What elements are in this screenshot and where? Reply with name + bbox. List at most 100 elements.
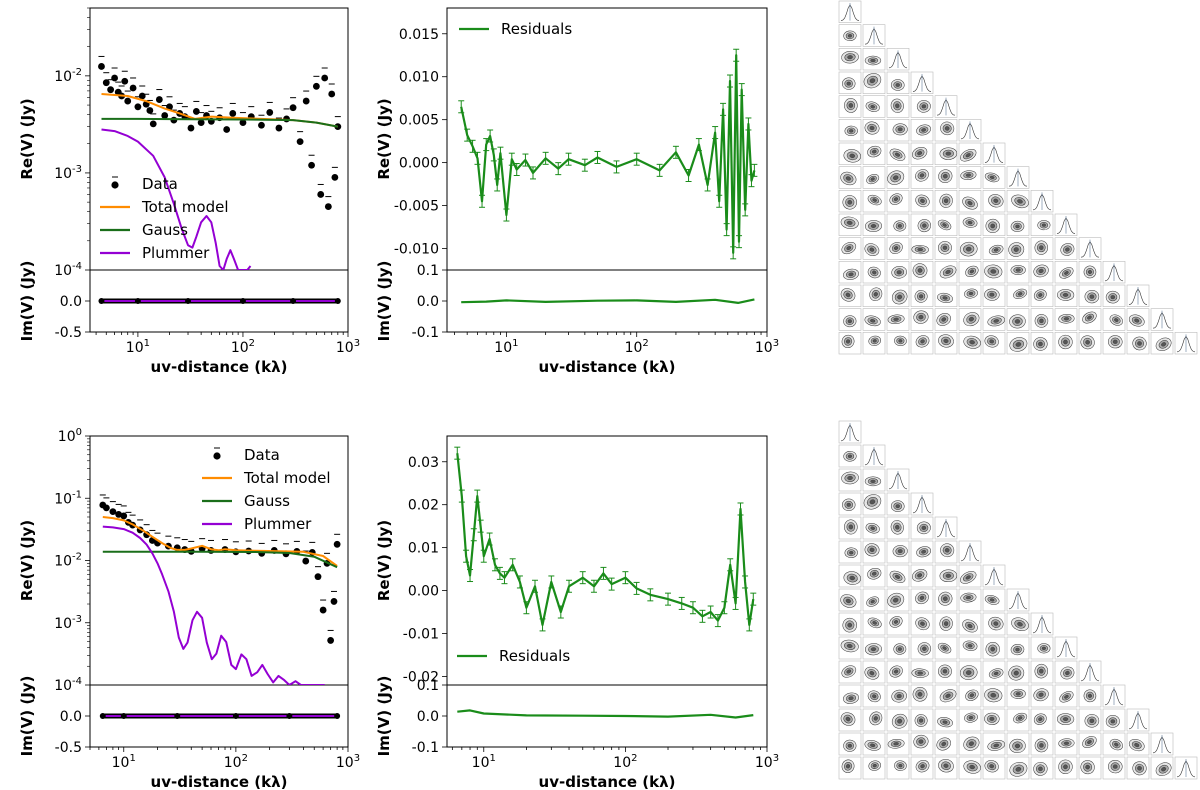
corner-contour	[1065, 247, 1070, 252]
corner-contour	[993, 743, 1000, 748]
data-point	[328, 90, 336, 98]
corner-contour	[1038, 717, 1043, 722]
corner-contour	[1087, 693, 1092, 698]
corner-contour	[993, 198, 999, 203]
corner-contour	[870, 105, 875, 109]
corner-contour	[919, 294, 924, 299]
corner-contour	[941, 741, 947, 747]
corner-contour	[1063, 741, 1069, 745]
legend-label: Plummer	[244, 515, 312, 533]
data-point	[258, 121, 265, 129]
panel-top-middle: 101 102 103 uv-distance (kλ) Re(V) (Jy) Im(V)…	[375, 7, 779, 376]
corner-contour	[967, 644, 973, 648]
corner-contour	[1041, 223, 1046, 227]
legend-label: Data	[244, 446, 280, 464]
y-tick-label: 100	[58, 427, 82, 445]
x-tick-label: 101	[472, 753, 496, 771]
corner-contour	[965, 246, 972, 252]
corner-contour	[847, 743, 852, 748]
data-point	[155, 96, 163, 103]
corner-contour	[943, 596, 948, 601]
y-axis-label-sub: Im(V) (Jy)	[18, 261, 36, 342]
corner-contour	[1017, 622, 1023, 627]
corner-contour	[895, 103, 900, 109]
data-point-imaginary	[98, 298, 105, 304]
x-tick-label: 101	[112, 753, 136, 771]
corner-contour	[943, 763, 949, 768]
corner-contour	[1114, 318, 1119, 322]
corner-contour	[1137, 766, 1142, 771]
legend: Data Total model Gauss Plummer	[202, 446, 331, 533]
corner-contour	[1161, 767, 1167, 772]
legend-label: Residuals	[501, 20, 572, 38]
corner-contour	[893, 317, 899, 321]
corner-contour	[944, 548, 950, 553]
y-tick-label: -0.005	[394, 199, 439, 215]
corner-contour	[945, 269, 951, 274]
legend-label: Gauss	[244, 492, 290, 510]
corner-contour	[943, 338, 949, 344]
corner-contour	[942, 296, 948, 300]
series-residuals-imaginary-	[457, 709, 754, 719]
corner-contour	[870, 743, 876, 748]
corner-contour	[898, 339, 903, 343]
data-point-imaginary	[239, 298, 246, 304]
corner-contour	[945, 693, 951, 698]
x-tick-label: 102	[625, 338, 649, 356]
corner-contour	[969, 269, 974, 274]
data-point-imaginary	[232, 713, 239, 719]
corner-contour	[1038, 692, 1044, 697]
data-point	[146, 107, 154, 114]
y-tick-label-sub: -0.5	[55, 325, 82, 341]
legend-label: Total model	[243, 469, 331, 487]
y-tick-label: 10-3	[54, 164, 82, 182]
corner-contour	[870, 319, 876, 323]
corner-contour	[1063, 764, 1068, 770]
corner-contour	[870, 479, 876, 483]
corner-contour	[1015, 268, 1021, 272]
corner-contour	[896, 694, 902, 699]
corner-contour	[1134, 318, 1140, 323]
corner-contour	[1015, 647, 1020, 652]
corner-contour	[1013, 247, 1019, 252]
legend-label: Plummer	[142, 244, 210, 262]
corner-contour	[989, 292, 995, 297]
corner-contour	[919, 718, 924, 723]
x-tick-label: 102	[613, 753, 637, 771]
corner-contour	[1014, 319, 1021, 324]
corner-contour	[967, 623, 973, 629]
data-point	[149, 120, 157, 128]
corner-contour	[989, 764, 994, 769]
corner-contour	[965, 670, 972, 675]
y-tick-label: 0.00	[408, 584, 439, 600]
y-tick-label-sub: 0.0	[60, 709, 82, 725]
data-point	[333, 540, 341, 548]
corner-contour	[847, 319, 852, 324]
corner-contour	[848, 103, 853, 108]
data-point	[319, 606, 327, 614]
series-plummer	[101, 128, 252, 270]
corner-contour	[847, 200, 853, 205]
y-tick-label-sub: 0.0	[60, 294, 82, 310]
corner-contour	[922, 223, 927, 228]
corner-contour	[1015, 224, 1020, 229]
data-point	[327, 637, 335, 644]
corner-contour	[897, 549, 903, 554]
corner-contour	[870, 599, 875, 604]
corner-contour	[1063, 317, 1069, 321]
corner-contour	[893, 597, 899, 603]
corner-contour	[1039, 743, 1044, 748]
corner-contour	[847, 34, 853, 38]
corner-contour	[1087, 740, 1092, 744]
legend: Data Total model Gauss Plummer	[100, 175, 229, 262]
y-tick-label: -0.010	[394, 242, 439, 258]
corner-contour	[1062, 717, 1069, 721]
x-tick-label: 102	[224, 753, 248, 771]
data-point	[239, 119, 247, 126]
corner-contour	[989, 716, 995, 721]
corner-contour	[919, 173, 925, 178]
data-point	[192, 108, 200, 115]
data-point	[107, 86, 115, 94]
series-residuals	[456, 453, 755, 627]
corner-contour	[893, 620, 899, 624]
